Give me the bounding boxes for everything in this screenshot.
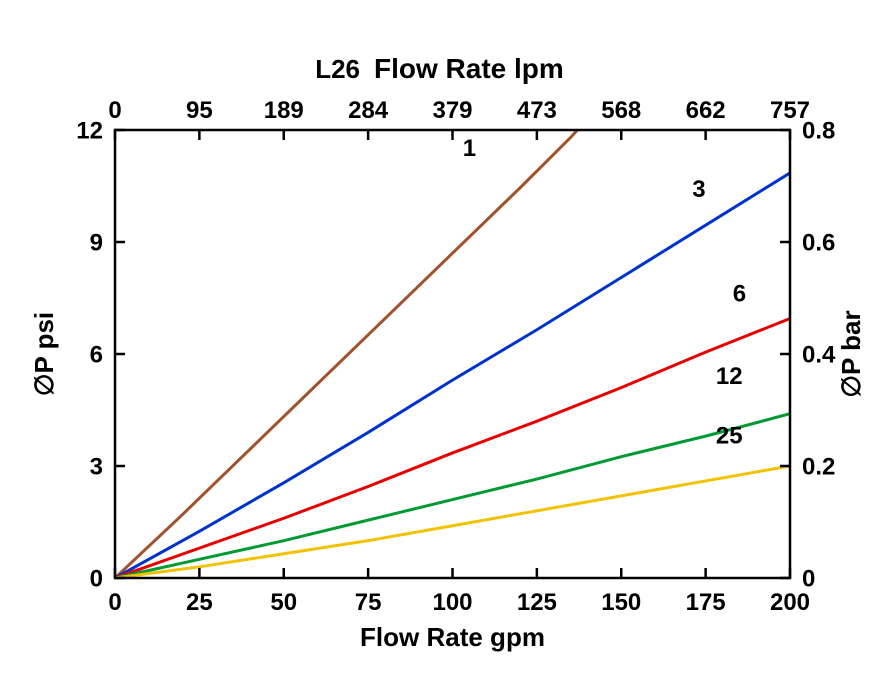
x-bottom-tick-label: 100 [432, 589, 472, 616]
x-top-tick-label: 662 [686, 97, 726, 124]
x-bottom-tick-label: 25 [186, 589, 213, 616]
y-right-tick-label: 0.6 [802, 229, 835, 256]
x-top-title-group: L26 Flow Rate lpm [315, 53, 564, 84]
y-right-tick-label: 0.2 [802, 453, 835, 480]
y-right-tick-label: 0 [802, 565, 815, 592]
x-bottom-tick-label: 150 [601, 589, 641, 616]
y-right-tick-label: 0.4 [802, 341, 836, 368]
series-label-6: 6 [733, 281, 746, 308]
series-label-25: 25 [716, 423, 743, 450]
x-bottom-tick-label: 75 [355, 589, 382, 616]
x-bottom-tick-label: 125 [517, 589, 557, 616]
y-left-title: ∅P psi [29, 312, 59, 396]
x-top-tick-label: 379 [432, 97, 472, 124]
y-left-tick-label: 6 [90, 341, 103, 368]
x-top-tick-label: 0 [108, 97, 121, 124]
x-bottom-title: Flow Rate gpm [360, 622, 545, 652]
x-top-title: Flow Rate lpm [374, 53, 564, 84]
series-label-3: 3 [692, 176, 705, 203]
y-right-title: ∅P bar [836, 310, 866, 397]
y-right-tick-label: 0.8 [802, 117, 835, 144]
x-top-tick-label: 568 [601, 97, 641, 124]
y-left-tick-label: 9 [90, 229, 103, 256]
x-top-prefix: L26 [315, 54, 360, 84]
x-top-tick-label: 284 [348, 97, 389, 124]
series-label-1: 1 [463, 135, 476, 162]
x-top-tick-label: 95 [186, 97, 213, 124]
x-bottom-tick-label: 200 [770, 589, 810, 616]
y-left-tick-label: 3 [90, 453, 103, 480]
x-top-tick-label: 473 [517, 97, 557, 124]
x-bottom-tick-label: 50 [270, 589, 297, 616]
x-top-tick-label: 189 [264, 97, 304, 124]
y-left-tick-label: 12 [76, 117, 103, 144]
x-bottom-tick-label: 0 [108, 589, 121, 616]
pressure-drop-chart: 0255075100125150175200095189284379473568… [0, 0, 878, 694]
series-label-12: 12 [716, 363, 743, 390]
x-bottom-tick-label: 175 [686, 589, 726, 616]
y-left-tick-label: 0 [90, 565, 103, 592]
